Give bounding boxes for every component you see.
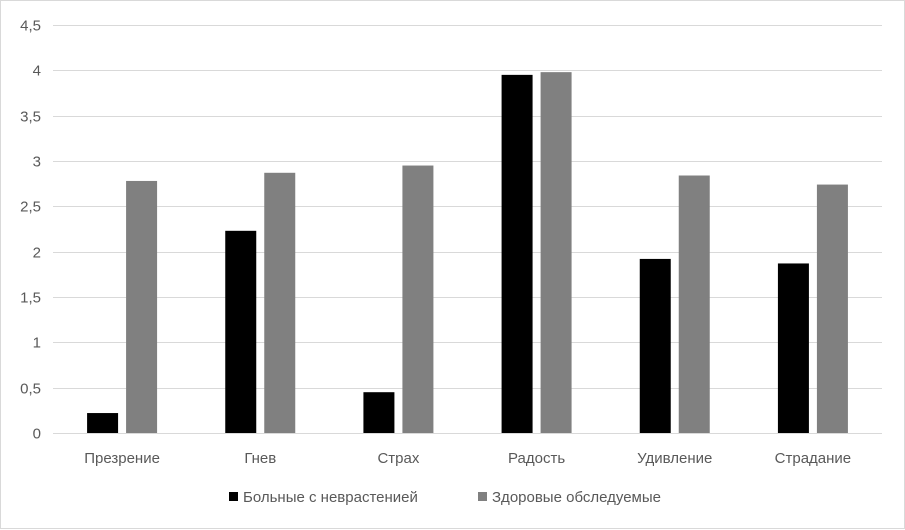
- bar-neurasthenia: [363, 392, 395, 433]
- bar-neurasthenia: [501, 74, 533, 433]
- y-tick-label: 0: [33, 426, 41, 443]
- legend: Больные с неврастенией Здоровые обследуем…: [229, 489, 661, 506]
- x-tick-label: Гнев: [244, 450, 276, 467]
- bar-neurasthenia: [639, 258, 671, 433]
- x-tick-label: Страдание: [775, 450, 852, 467]
- y-tick-label: 4: [33, 63, 41, 80]
- x-tick-label: Удивление: [637, 450, 712, 467]
- bar-neurasthenia: [87, 413, 119, 433]
- y-tick-label: 0,5: [20, 381, 41, 398]
- bar-healthy: [540, 72, 572, 433]
- legend-marker: [229, 492, 238, 501]
- x-tick-label: Презрение: [84, 450, 160, 467]
- bar-healthy: [678, 175, 710, 434]
- bars: [87, 72, 848, 434]
- bar-neurasthenia: [225, 230, 257, 433]
- y-tick-label: 4,5: [20, 18, 41, 35]
- bar-neurasthenia: [777, 263, 809, 433]
- y-tick-label: 2,5: [20, 199, 41, 216]
- y-tick-label: 1,5: [20, 290, 41, 307]
- legend-label: Больные с неврастенией: [243, 489, 418, 506]
- legend-marker: [478, 492, 487, 501]
- x-tick-label: Страх: [377, 450, 419, 467]
- bar-healthy: [264, 172, 296, 433]
- y-tick-label: 3: [33, 154, 41, 171]
- y-tick-label: 1: [33, 335, 41, 352]
- y-tick-label: 3,5: [20, 109, 41, 126]
- legend-label: Здоровые обследуемые: [492, 489, 661, 506]
- gridlines: [53, 25, 882, 434]
- bar-healthy: [402, 165, 434, 434]
- bar-healthy: [816, 184, 848, 433]
- x-tick-label: Радость: [508, 450, 565, 467]
- bar-healthy: [126, 180, 158, 433]
- y-axis-ticks: 0 0,5 1 1,5 2 2,5 3 3,5 4 4,5: [20, 18, 41, 443]
- x-axis-ticks: Презрение Гнев Страх Радость Удивление Страда…: [84, 450, 851, 467]
- y-tick-label: 2: [33, 245, 41, 262]
